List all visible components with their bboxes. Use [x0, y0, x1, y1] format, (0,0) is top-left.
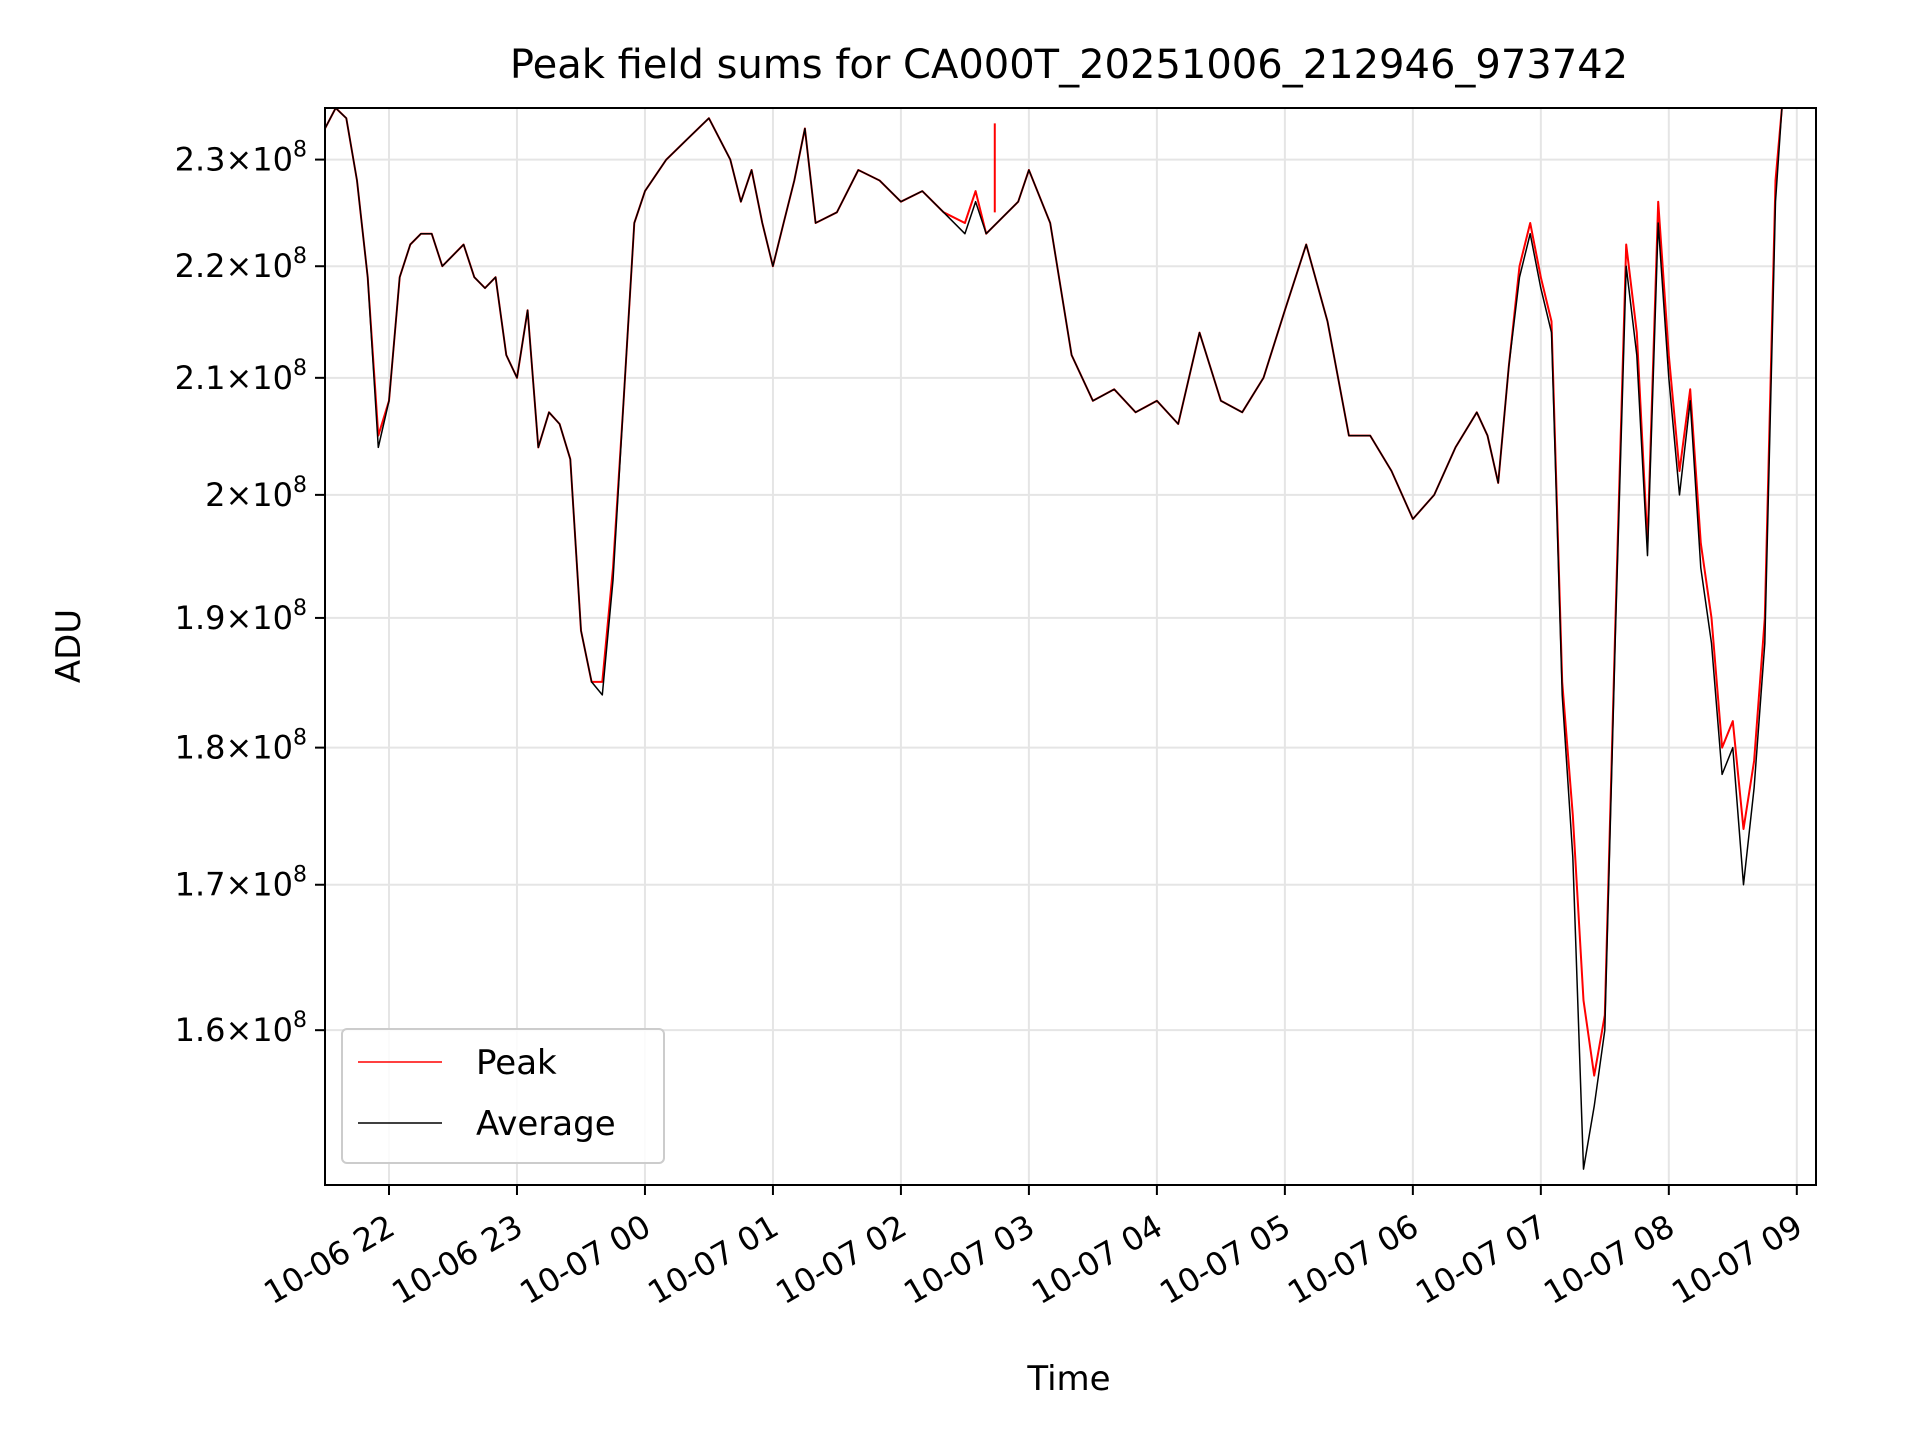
x-tick-label: 10-07 00	[513, 1207, 657, 1312]
x-tick-label: 10-07 04	[1025, 1207, 1169, 1312]
legend: Peak Average	[341, 1028, 665, 1164]
y-tick-label: 2.1×108	[175, 356, 307, 397]
x-tick-label: 10-07 03	[897, 1207, 1041, 1312]
y-tick-label: 2×108	[205, 473, 307, 514]
x-tick-label: 10-07 05	[1153, 1207, 1297, 1312]
series-layer	[324, 107, 1783, 1170]
y-tick-label: 1.6×108	[175, 1008, 307, 1049]
y-tick-layer: 1.6×108 1.7×108 1.8×108 1.9×108 2×108 2.1×108…	[175, 138, 325, 1049]
series-line-average	[324, 107, 1783, 1170]
x-tick-label: 10-06 23	[385, 1207, 529, 1312]
y-tick-label: 1.7×108	[175, 863, 307, 904]
x-tick-label: 10-06 22	[257, 1207, 401, 1312]
y-tick-label: 1.9×108	[175, 596, 307, 637]
legend-label-average: Average	[476, 1104, 616, 1144]
legend-label-peak: Peak	[476, 1043, 557, 1083]
series-line-peak	[324, 107, 1783, 1077]
y-tick-label: 1.8×108	[175, 726, 307, 767]
plot-frame	[324, 107, 1817, 1186]
chart-title: Peak field sums for CA000T_20251006_2129…	[510, 42, 1628, 88]
x-tick-label: 10-07 01	[641, 1207, 785, 1312]
grid-layer	[325, 108, 1816, 1185]
x-tick-label: 10-07 09	[1665, 1207, 1809, 1312]
x-tick-label: 10-07 02	[769, 1207, 913, 1312]
y-tick-label: 2.2×108	[175, 244, 307, 285]
y-tick-label: 2.3×108	[175, 138, 307, 179]
y-axis-label: ADU	[49, 609, 89, 683]
x-tick-label: 10-07 08	[1537, 1207, 1681, 1312]
x-axis-label: Time	[1026, 1359, 1110, 1399]
x-tick-label: 10-07 07	[1409, 1207, 1553, 1312]
x-tick-label: 10-07 06	[1281, 1207, 1425, 1312]
